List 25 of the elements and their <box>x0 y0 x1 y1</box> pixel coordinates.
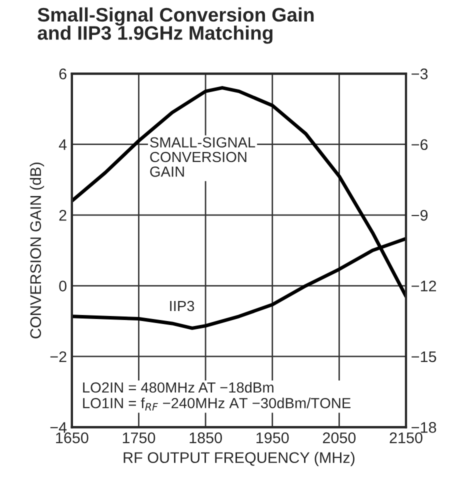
chart-title: Small-Signal Conversion Gain and IIP3 1.9GHz Matching <box>38 7 314 44</box>
x-tick-label: 2150 <box>390 432 422 444</box>
x-tick-label: 1650 <box>56 432 88 444</box>
x-axis-title: RF OUTPUT FREQUENCY (MHz) <box>124 452 354 466</box>
x-tick-label: 1850 <box>190 432 222 444</box>
annotation: LO2IN = 480MHz AT −18dBm <box>83 382 274 393</box>
series-label: IIP3 <box>170 300 194 312</box>
y2-tick-label: −12 <box>412 280 436 292</box>
y2-tick-label: −3 <box>412 68 428 80</box>
x-tick-label: 1750 <box>122 432 156 444</box>
annotation: LO1IN = f$_{RF}$ −240MHz AT −30dBm/TONE <box>83 398 351 411</box>
y2-tick-label: −6 <box>412 139 428 150</box>
x-tick-label: 1950 <box>256 432 289 444</box>
y-tick-label: 4 <box>58 139 67 150</box>
y-axis-title: CONVERSION GAIN (dB) <box>30 162 44 338</box>
y-tick-label: 0 <box>59 280 66 292</box>
y2-tick-label: −18 <box>412 422 436 433</box>
y-tick-label: 2 <box>59 210 66 221</box>
y-tick-label: −4 <box>50 422 67 433</box>
y2-tick-label: −15 <box>412 351 436 362</box>
x-tick-label: 2050 <box>322 432 356 444</box>
y2-tick-label: −9 <box>412 210 428 221</box>
series-label: SMALL-SIGNAL CONVERSION GAIN <box>150 137 256 177</box>
y-tick-label: 6 <box>59 68 66 80</box>
y-tick-label: −2 <box>50 351 66 362</box>
